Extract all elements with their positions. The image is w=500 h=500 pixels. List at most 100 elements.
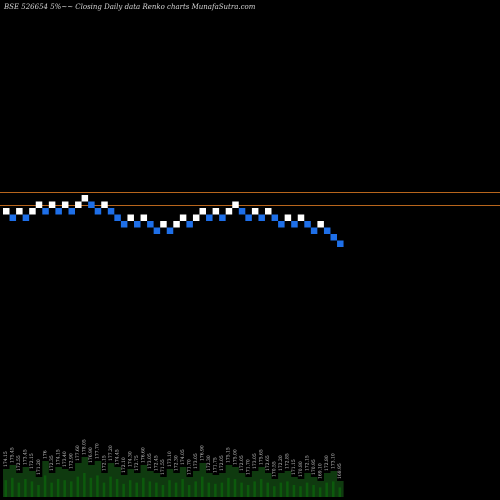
volume-bar [135, 482, 138, 497]
down-brick [134, 221, 141, 228]
down-brick [55, 208, 62, 215]
reference-lines [0, 192, 500, 206]
up-brick [179, 214, 187, 221]
down-brick [219, 214, 226, 221]
volume-bar [286, 481, 289, 497]
up-brick [297, 214, 305, 221]
volume-label: 173.45 [23, 449, 29, 465]
down-brick [271, 214, 279, 221]
volume-bar [292, 485, 296, 497]
up-brick [101, 201, 108, 208]
volume-label: 173.05 [252, 453, 258, 469]
volume-label: 177.60 [75, 445, 81, 461]
volume-bar [318, 487, 322, 497]
volume-label: 175.65 [258, 449, 264, 465]
volume-label: 175.45 [10, 447, 16, 463]
up-brick [61, 201, 69, 208]
volume-label: 172.90 [69, 453, 75, 469]
volume-label: 174.15 [55, 449, 61, 465]
up-brick [48, 201, 56, 208]
volume-label: 171.70 [245, 459, 251, 475]
volume-label: 174.15 [3, 451, 9, 467]
volume-bar [325, 482, 328, 497]
volume-label: 178.05 [82, 439, 88, 455]
down-brick [258, 214, 265, 221]
volume-bar [266, 482, 269, 497]
volume-label: 172.30 [206, 455, 212, 471]
volume-bar [148, 481, 152, 497]
volume-label: 172.85 [285, 453, 291, 469]
volume-bar [174, 482, 178, 497]
volume-label: 172.80 [324, 455, 330, 471]
volume-bar [181, 479, 184, 497]
volume-label: 174.30 [127, 451, 133, 467]
volume-bar [128, 480, 132, 497]
down-brick [114, 214, 121, 221]
volume-label: 172.45 [154, 455, 160, 471]
down-brick [304, 221, 311, 228]
volume-bar [214, 483, 217, 497]
volume-label: 174.05 [180, 449, 186, 465]
down-brick [94, 208, 102, 215]
volume-label: 173.05 [147, 453, 153, 469]
volume-label: 172.05 [219, 455, 225, 471]
volume-bar [24, 479, 27, 497]
volume-bar [142, 477, 145, 497]
volume-bar [299, 486, 302, 497]
volume-label: 170.95 [311, 459, 317, 475]
volume-label: 172.20 [278, 455, 284, 471]
volume-area-fill [3, 457, 344, 497]
up-brick [212, 208, 220, 215]
volume-label: 173.05 [193, 453, 199, 469]
renko-bricks [3, 195, 344, 247]
up-brick [160, 221, 167, 228]
down-brick [9, 214, 17, 221]
volume-label: 175.15 [226, 447, 232, 463]
volume-label: 172.55 [16, 455, 22, 471]
volume-label: 172.75 [134, 455, 140, 471]
volume-bar [109, 476, 112, 497]
volume-bar [273, 486, 276, 497]
volume-label: 177.20 [108, 445, 114, 461]
volume-bar [253, 481, 256, 497]
up-brick [284, 214, 292, 221]
volume-label: 174.45 [114, 449, 120, 465]
volume-bar [115, 479, 119, 497]
down-brick [186, 221, 193, 228]
up-brick [199, 208, 206, 215]
volume-bar [63, 480, 66, 497]
down-brick [206, 214, 213, 221]
volume-bar [227, 477, 230, 497]
up-brick [317, 221, 324, 228]
volume-bar [246, 485, 250, 497]
up-brick [140, 214, 148, 221]
down-brick [120, 221, 128, 228]
volume-label: 172.65 [265, 455, 271, 471]
volume-label: 177.70 [95, 443, 101, 459]
volume-bar [332, 481, 335, 497]
volume-bar [201, 476, 204, 497]
up-brick [29, 208, 36, 215]
down-brick [153, 227, 161, 234]
volume-bar [30, 481, 34, 497]
down-brick [147, 221, 154, 228]
volume-bar [43, 475, 47, 497]
volume-label: 176 [42, 450, 48, 459]
volume-label: 172.15 [304, 455, 310, 471]
volume-label: 176.90 [200, 445, 206, 461]
volume-label: 171.55 [160, 459, 166, 475]
volume-label: 170.80 [298, 461, 304, 477]
down-brick [166, 227, 174, 234]
volume-bar [338, 487, 342, 497]
volume-bar [240, 482, 243, 497]
volume-bar [161, 485, 165, 497]
volume-bar [312, 485, 315, 497]
up-brick [75, 201, 82, 208]
down-brick [330, 234, 337, 241]
down-brick [245, 214, 252, 221]
volume-label: 175.00 [232, 449, 238, 465]
volume-bar [155, 482, 158, 497]
volume-label: 168.95 [337, 463, 343, 479]
volume-bar [207, 482, 211, 497]
